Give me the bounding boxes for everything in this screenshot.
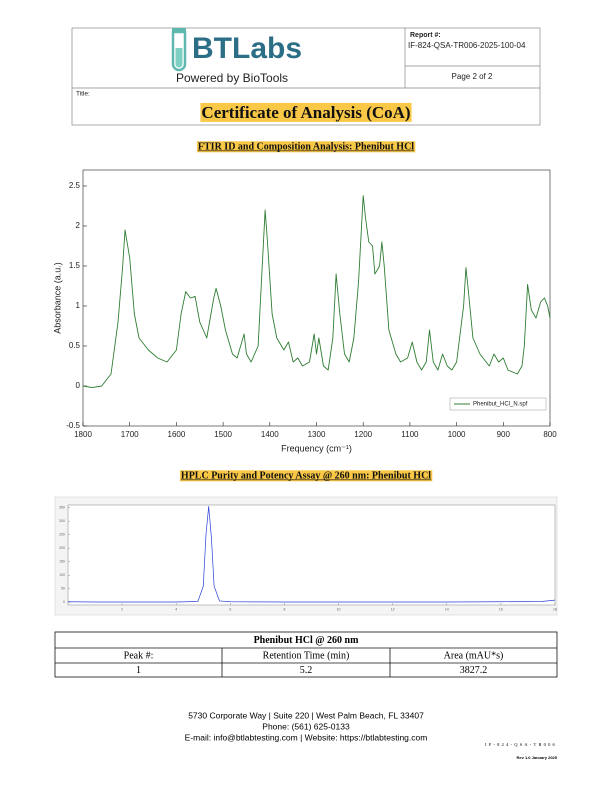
report-label: Report #: bbox=[410, 32, 441, 39]
logo-text: BTLabs bbox=[192, 32, 302, 65]
x-tick-label: 1500 bbox=[214, 430, 232, 439]
y-tick-label: 200 bbox=[59, 546, 65, 550]
x-tick-label: 6 bbox=[229, 607, 231, 611]
x-tick-label: 1400 bbox=[261, 430, 279, 439]
report-number-box: IF-824-QSA-TR006-2025-100-04 bbox=[408, 41, 526, 50]
series-line bbox=[82, 195, 551, 389]
y-tick-label: 0 bbox=[63, 600, 65, 604]
table-title: Phenibut HCl @ 260 nm bbox=[254, 635, 360, 646]
x-tick-label: 16 bbox=[499, 607, 503, 611]
y-tick-label: 2 bbox=[76, 221, 81, 230]
table-cell: 5.2 bbox=[300, 665, 313, 676]
y-tick-label: 1.5 bbox=[69, 261, 81, 270]
tagline: Powered by BioTools bbox=[176, 71, 288, 85]
chart: 1800 1700 1600 1500 1400 1300 1200 1100 1000 900 8… bbox=[52, 169, 557, 453]
column-header: Area (mAU*s) bbox=[444, 650, 504, 661]
revision: Rev 1.0 January 2025 bbox=[517, 755, 558, 760]
y-tick-label: 350 bbox=[59, 506, 65, 510]
x-tick-label: 14 bbox=[445, 607, 449, 611]
header-frame bbox=[71, 27, 541, 126]
x-tick-label: 8 bbox=[283, 607, 285, 611]
title-label: Title: bbox=[76, 91, 90, 98]
page-number: Page 2 of 2 bbox=[452, 72, 493, 81]
x-tick-label: 1100 bbox=[401, 430, 419, 439]
x-tick-label: 4 bbox=[175, 607, 177, 611]
y-tick-label: 0.5 bbox=[69, 341, 81, 350]
legend-box bbox=[449, 397, 547, 411]
x-tick-label: 1000 bbox=[448, 430, 466, 439]
section-heading: FTIR ID and Composition Analysis: Phenib… bbox=[198, 141, 414, 152]
section-heading: HPLC Purity and Potency Assay @ 260 nm: … bbox=[181, 470, 431, 481]
x-tick-label: 10 bbox=[337, 607, 341, 611]
x-tick-label: 800 bbox=[543, 430, 557, 439]
column-header: Peak #: bbox=[124, 650, 154, 661]
x-tick-label: 1800 bbox=[74, 430, 92, 439]
y-tick-label: -0.5 bbox=[66, 421, 80, 430]
x-axis-label: Frequency (cm⁻¹) bbox=[281, 443, 352, 453]
table-cell: 3827.2 bbox=[460, 665, 488, 676]
legend-label: Phenibut_HCl_N.spf bbox=[473, 402, 528, 408]
highlight bbox=[196, 141, 416, 153]
y-tick-label: 300 bbox=[59, 519, 65, 523]
y-tick-label: 1 bbox=[76, 301, 81, 310]
x-tick-label: 900 bbox=[497, 430, 511, 439]
y-tick-label: 250 bbox=[59, 533, 65, 537]
document-title: Certificate of Analysis (CoA) bbox=[201, 103, 410, 122]
x-tick-label: 1300 bbox=[308, 430, 326, 439]
table-cell: 1 bbox=[136, 665, 141, 676]
x-tick-label: 18 bbox=[553, 607, 557, 611]
highlight bbox=[200, 102, 412, 122]
y-tick-label: 0 bbox=[76, 381, 81, 390]
x-tick-label: 1200 bbox=[354, 430, 372, 439]
logo-icon bbox=[171, 28, 187, 72]
y-tick-label: 100 bbox=[59, 573, 65, 577]
doc-code: IF-824-QSA-TR006 bbox=[485, 742, 557, 747]
highlight bbox=[179, 470, 433, 482]
column-header: Retention Time (min) bbox=[263, 650, 350, 661]
table-frame bbox=[54, 631, 558, 678]
footer-line: Phone: (561) 625-0133 bbox=[262, 721, 350, 731]
x-tick-label: 1700 bbox=[121, 430, 139, 439]
plot-area bbox=[67, 504, 556, 606]
footer-line: 5730 Corporate Way | Suite 220 | West Pa… bbox=[188, 710, 424, 720]
x-tick-label: 12 bbox=[391, 607, 395, 611]
y-tick-label: 150 bbox=[59, 560, 65, 564]
footer-line: E-mail: info@btlabtesting.com | Website:… bbox=[185, 732, 428, 742]
y-tick-label: 2.5 bbox=[69, 181, 81, 190]
series-line bbox=[67, 506, 556, 603]
chart: 2 4 6 8 10 12 14 16 18 0 50 100 150 200 250 300 350 bbox=[54, 496, 558, 616]
y-tick-label: 50 bbox=[61, 587, 65, 591]
x-tick-label: 1600 bbox=[168, 430, 186, 439]
report-number: IF-824-QSA-TR006-2025-100-04 bbox=[408, 41, 526, 50]
plot-area bbox=[82, 169, 551, 427]
x-tick-label: 2 bbox=[121, 607, 123, 611]
y-axis-label: Absorbance (a.u.) bbox=[52, 262, 62, 334]
